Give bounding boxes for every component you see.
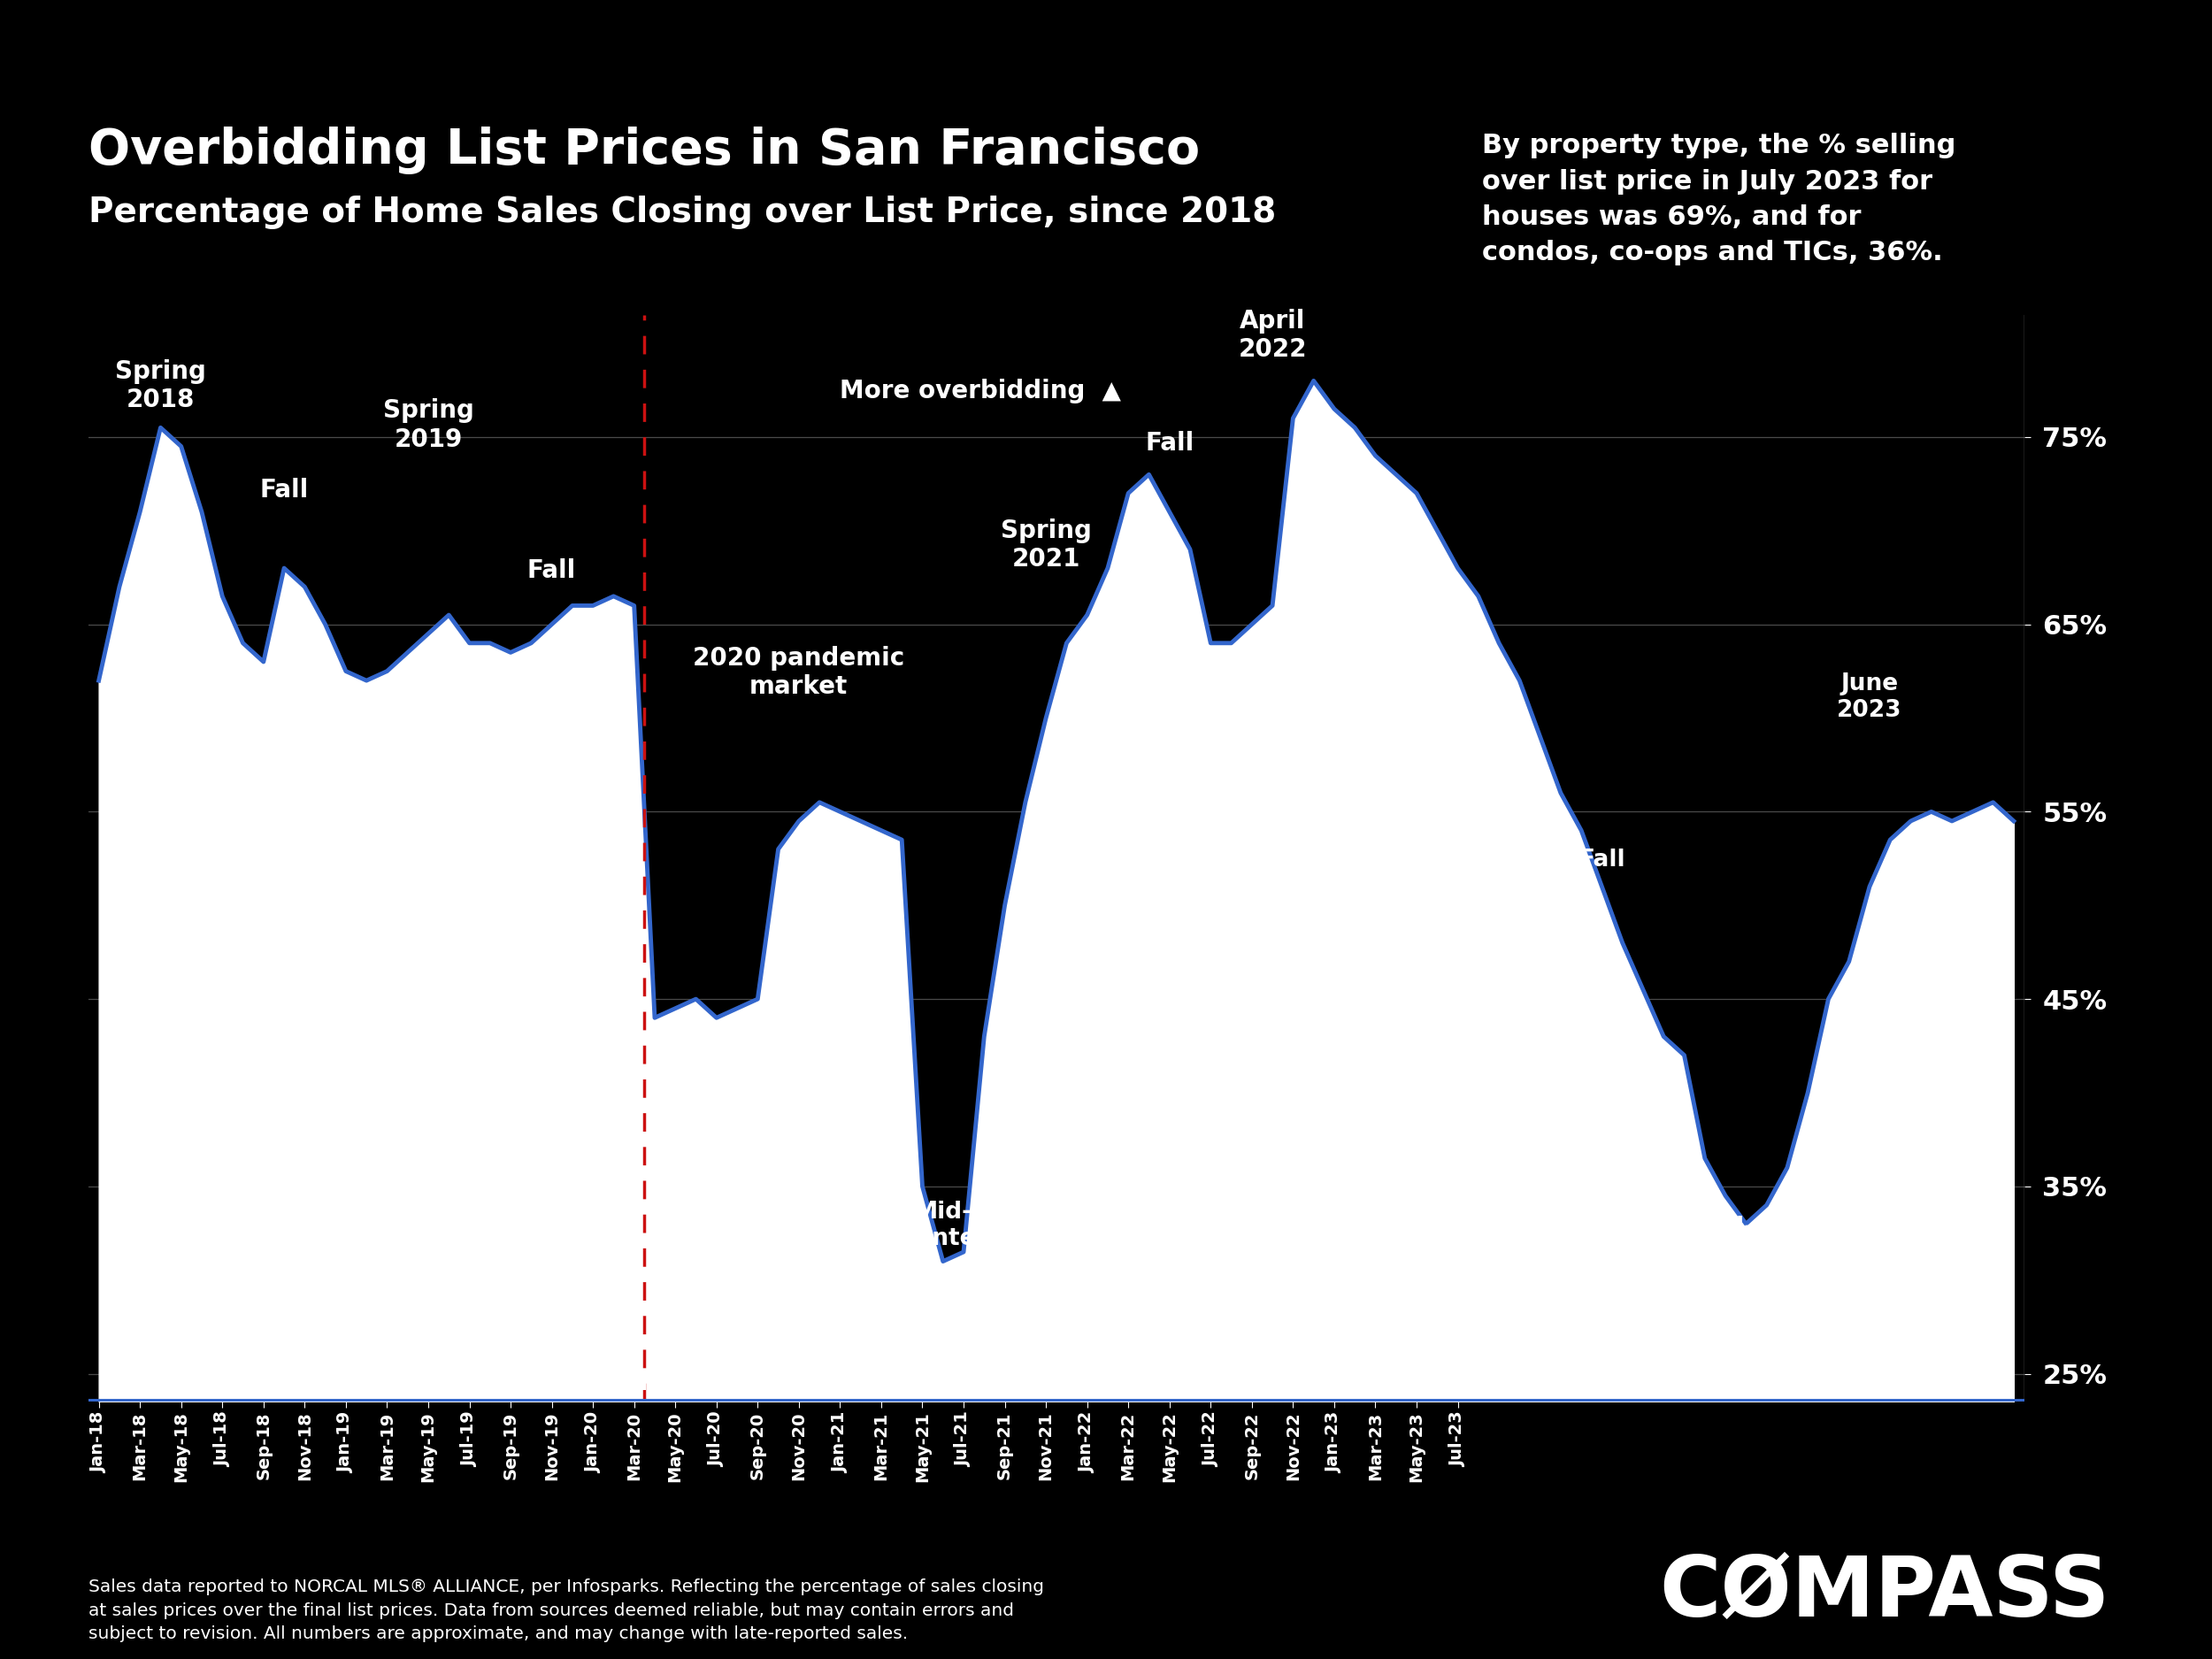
Text: Mid-
Winter: Mid- Winter (1433, 878, 1522, 927)
Text: Fall: Fall (259, 478, 307, 503)
Text: April
2022: April 2022 (1239, 309, 1307, 362)
Text: Overbidding List Prices in San Francisco: Overbidding List Prices in San Francisco (88, 126, 1199, 174)
Text: Mid-
Winter: Mid- Winter (898, 1201, 987, 1251)
Text: Spring
2018: Spring 2018 (115, 360, 206, 413)
Text: Spring
2021: Spring 2021 (1000, 519, 1091, 572)
Text: Spring
2019: Spring 2019 (383, 398, 473, 451)
Text: Sales data reported to NORCAL MLS® ALLIANCE, per Infosparks. Reflecting the perc: Sales data reported to NORCAL MLS® ALLIA… (88, 1579, 1044, 1642)
Text: More overbidding  ▲: More overbidding ▲ (841, 378, 1121, 403)
Text: Mid-
Winter: Mid- Winter (1681, 1216, 1770, 1266)
Text: Percentage of Home Sales Closing over List Price, since 2018: Percentage of Home Sales Closing over Li… (88, 196, 1276, 229)
Text: Sales in 1 month mostly reflect market
dynamics in the previous month.
Seasonal : Sales in 1 month mostly reflect market d… (119, 1219, 608, 1289)
Text: By property type, the % selling
over list price in July 2023 for
houses was 69%,: By property type, the % selling over lis… (1482, 133, 1955, 265)
Text: Mid-
Winter: Mid- Winter (301, 921, 389, 971)
Text: Fall: Fall (1146, 431, 1194, 456)
Text: 2020 pandemic
market: 2020 pandemic market (692, 645, 905, 700)
Text: June
2023: June 2023 (1836, 672, 1902, 722)
Text: Pandemic hits  ▲: Pandemic hits ▲ (540, 1374, 750, 1394)
Text: Fall: Fall (526, 559, 575, 582)
Text: Mid-
Winter: Mid- Winter (549, 941, 637, 990)
Text: Fall: Fall (1579, 849, 1626, 871)
Text: CØMPASS: CØMPASS (1659, 1553, 2110, 1634)
